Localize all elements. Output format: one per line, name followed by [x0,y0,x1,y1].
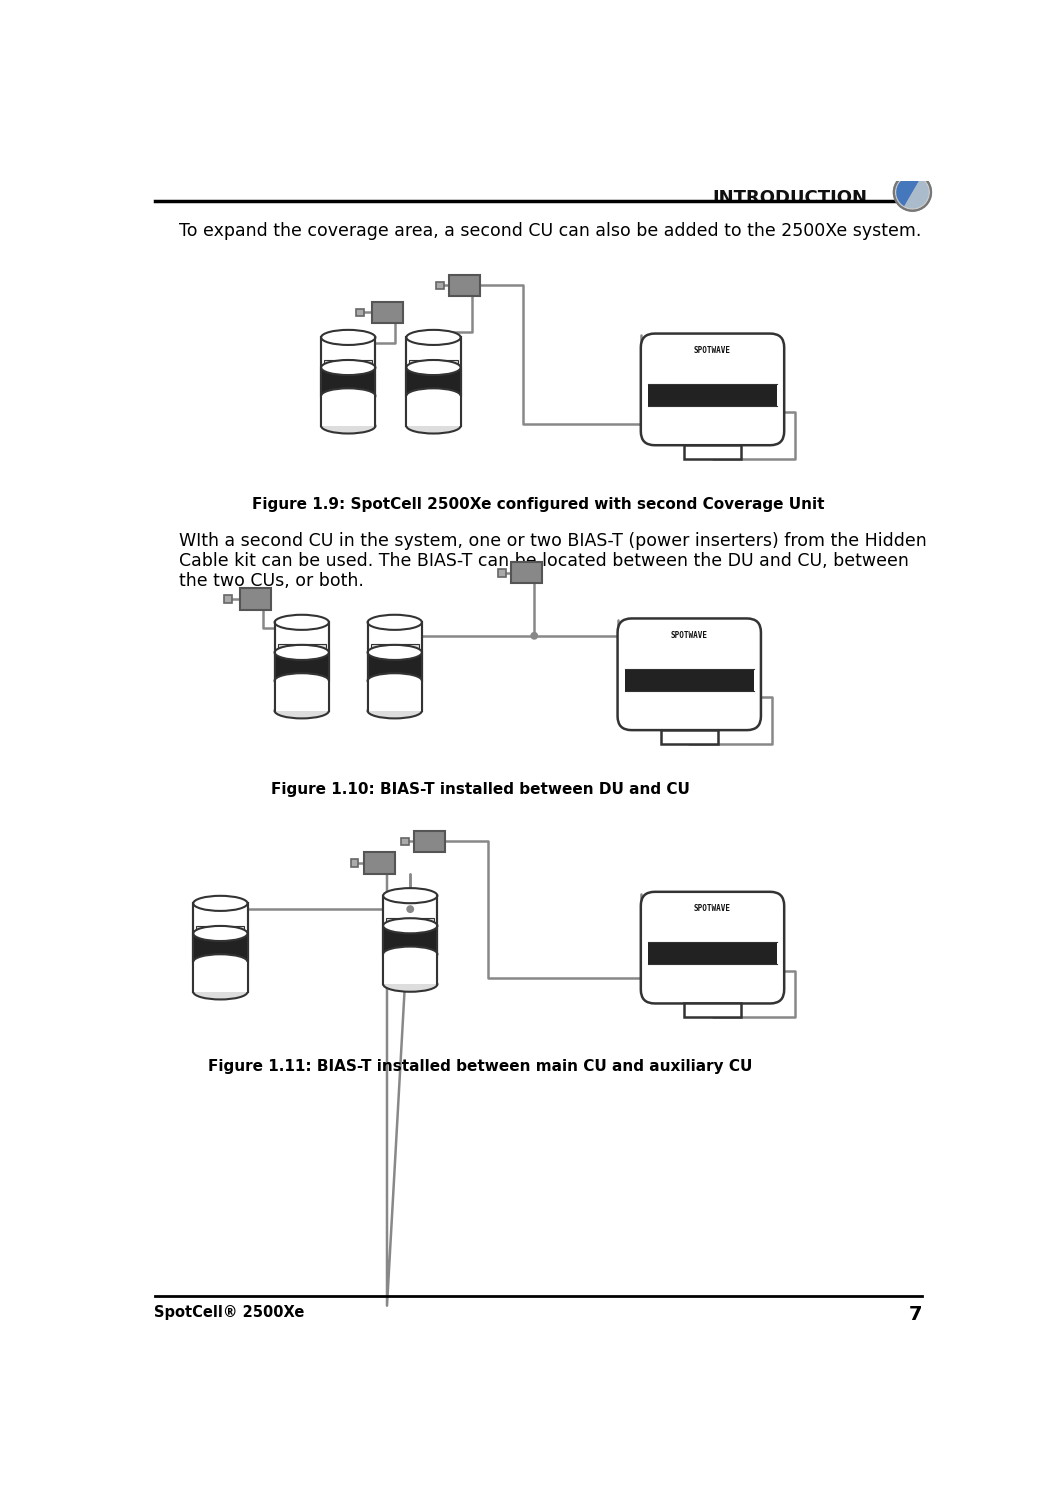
Text: the two CUs, or both.: the two CUs, or both. [180,572,364,590]
Bar [406,337,461,426]
Bar [406,367,461,396]
Text: INTRODUCTION: INTRODUCTION [713,190,867,208]
Bar [511,562,542,583]
Bar [275,681,329,711]
Ellipse shape [275,703,329,718]
Ellipse shape [368,614,422,630]
Text: Figure 1.10: BIAS-T installed between DU and CU: Figure 1.10: BIAS-T installed between DU… [271,782,690,797]
Bar [225,595,232,602]
Bar [684,446,741,459]
Ellipse shape [193,896,248,911]
Bar [193,904,248,992]
Bar [193,962,248,992]
Text: SpotCell® 2500Xe: SpotCell® 2500Xe [154,1304,304,1319]
Ellipse shape [383,889,438,904]
Ellipse shape [406,419,461,434]
Bar [383,955,438,985]
Circle shape [407,907,414,913]
Bar [363,852,395,873]
Bar [648,943,777,964]
Bar [275,622,329,711]
Bar [436,282,443,289]
Ellipse shape [383,977,438,992]
Bar [372,301,402,324]
Bar [368,681,422,711]
Text: To expand the coverage area, a second CU can also be added to the 2500Xe system.: To expand the coverage area, a second CU… [180,223,922,241]
Ellipse shape [383,919,438,934]
Bar [386,917,435,929]
Bar [625,669,754,691]
Ellipse shape [321,419,376,434]
Ellipse shape [193,955,248,970]
Bar [368,622,422,711]
Bar [324,360,373,370]
Text: SPOTWAVE: SPOTWAVE [671,631,708,640]
Bar [368,652,422,681]
Bar [368,681,422,711]
Ellipse shape [383,947,438,962]
Text: 7: 7 [908,1304,922,1324]
Bar [321,367,376,396]
Bar [193,934,248,962]
Ellipse shape [275,614,329,630]
Ellipse shape [321,389,376,404]
Text: SPOTWAVE: SPOTWAVE [694,346,731,355]
Text: Cable kit can be used. The BIAS-T can be located between the DU and CU, between: Cable kit can be used. The BIAS-T can be… [180,551,909,569]
Ellipse shape [321,330,376,345]
Bar [371,645,419,655]
FancyBboxPatch shape [640,892,784,1003]
Text: Figure 1.11: BIAS-T installed between main CU and auxiliary CU: Figure 1.11: BIAS-T installed between ma… [208,1059,752,1074]
Bar [401,837,408,845]
Bar [406,396,461,426]
Wedge shape [904,178,928,208]
Ellipse shape [321,360,376,375]
Bar [383,955,438,985]
Bar [277,645,326,655]
Bar [406,396,461,426]
Bar [193,962,248,992]
Bar [239,587,271,610]
Ellipse shape [275,673,329,688]
Bar [684,1003,741,1018]
Bar [449,274,480,297]
Ellipse shape [193,985,248,1000]
Ellipse shape [406,360,461,375]
Ellipse shape [368,673,422,688]
Bar [648,384,777,407]
Bar [660,730,718,744]
Bar [321,337,376,426]
Bar [410,360,458,370]
Bar [196,926,245,937]
Bar [356,309,363,316]
Text: WIth a second CU in the system, one or two BIAS-T (power inserters) from the Hid: WIth a second CU in the system, one or t… [180,532,927,550]
Bar [383,926,438,955]
Bar [321,396,376,426]
Circle shape [894,173,931,211]
FancyBboxPatch shape [617,619,761,730]
Ellipse shape [368,703,422,718]
Ellipse shape [275,645,329,660]
Ellipse shape [406,330,461,345]
Bar [321,396,376,426]
Bar [383,896,438,985]
Ellipse shape [368,645,422,660]
Wedge shape [897,176,921,206]
Circle shape [531,633,538,639]
Bar [498,569,506,577]
Bar [351,858,358,867]
Ellipse shape [406,389,461,404]
FancyBboxPatch shape [640,333,784,446]
Text: SPOTWAVE: SPOTWAVE [694,904,731,913]
Bar [414,831,445,852]
Bar [275,652,329,681]
Bar [275,681,329,711]
Ellipse shape [193,926,248,941]
Text: Figure 1.9: SpotCell 2500Xe configured with second Coverage Unit: Figure 1.9: SpotCell 2500Xe configured w… [252,497,824,512]
